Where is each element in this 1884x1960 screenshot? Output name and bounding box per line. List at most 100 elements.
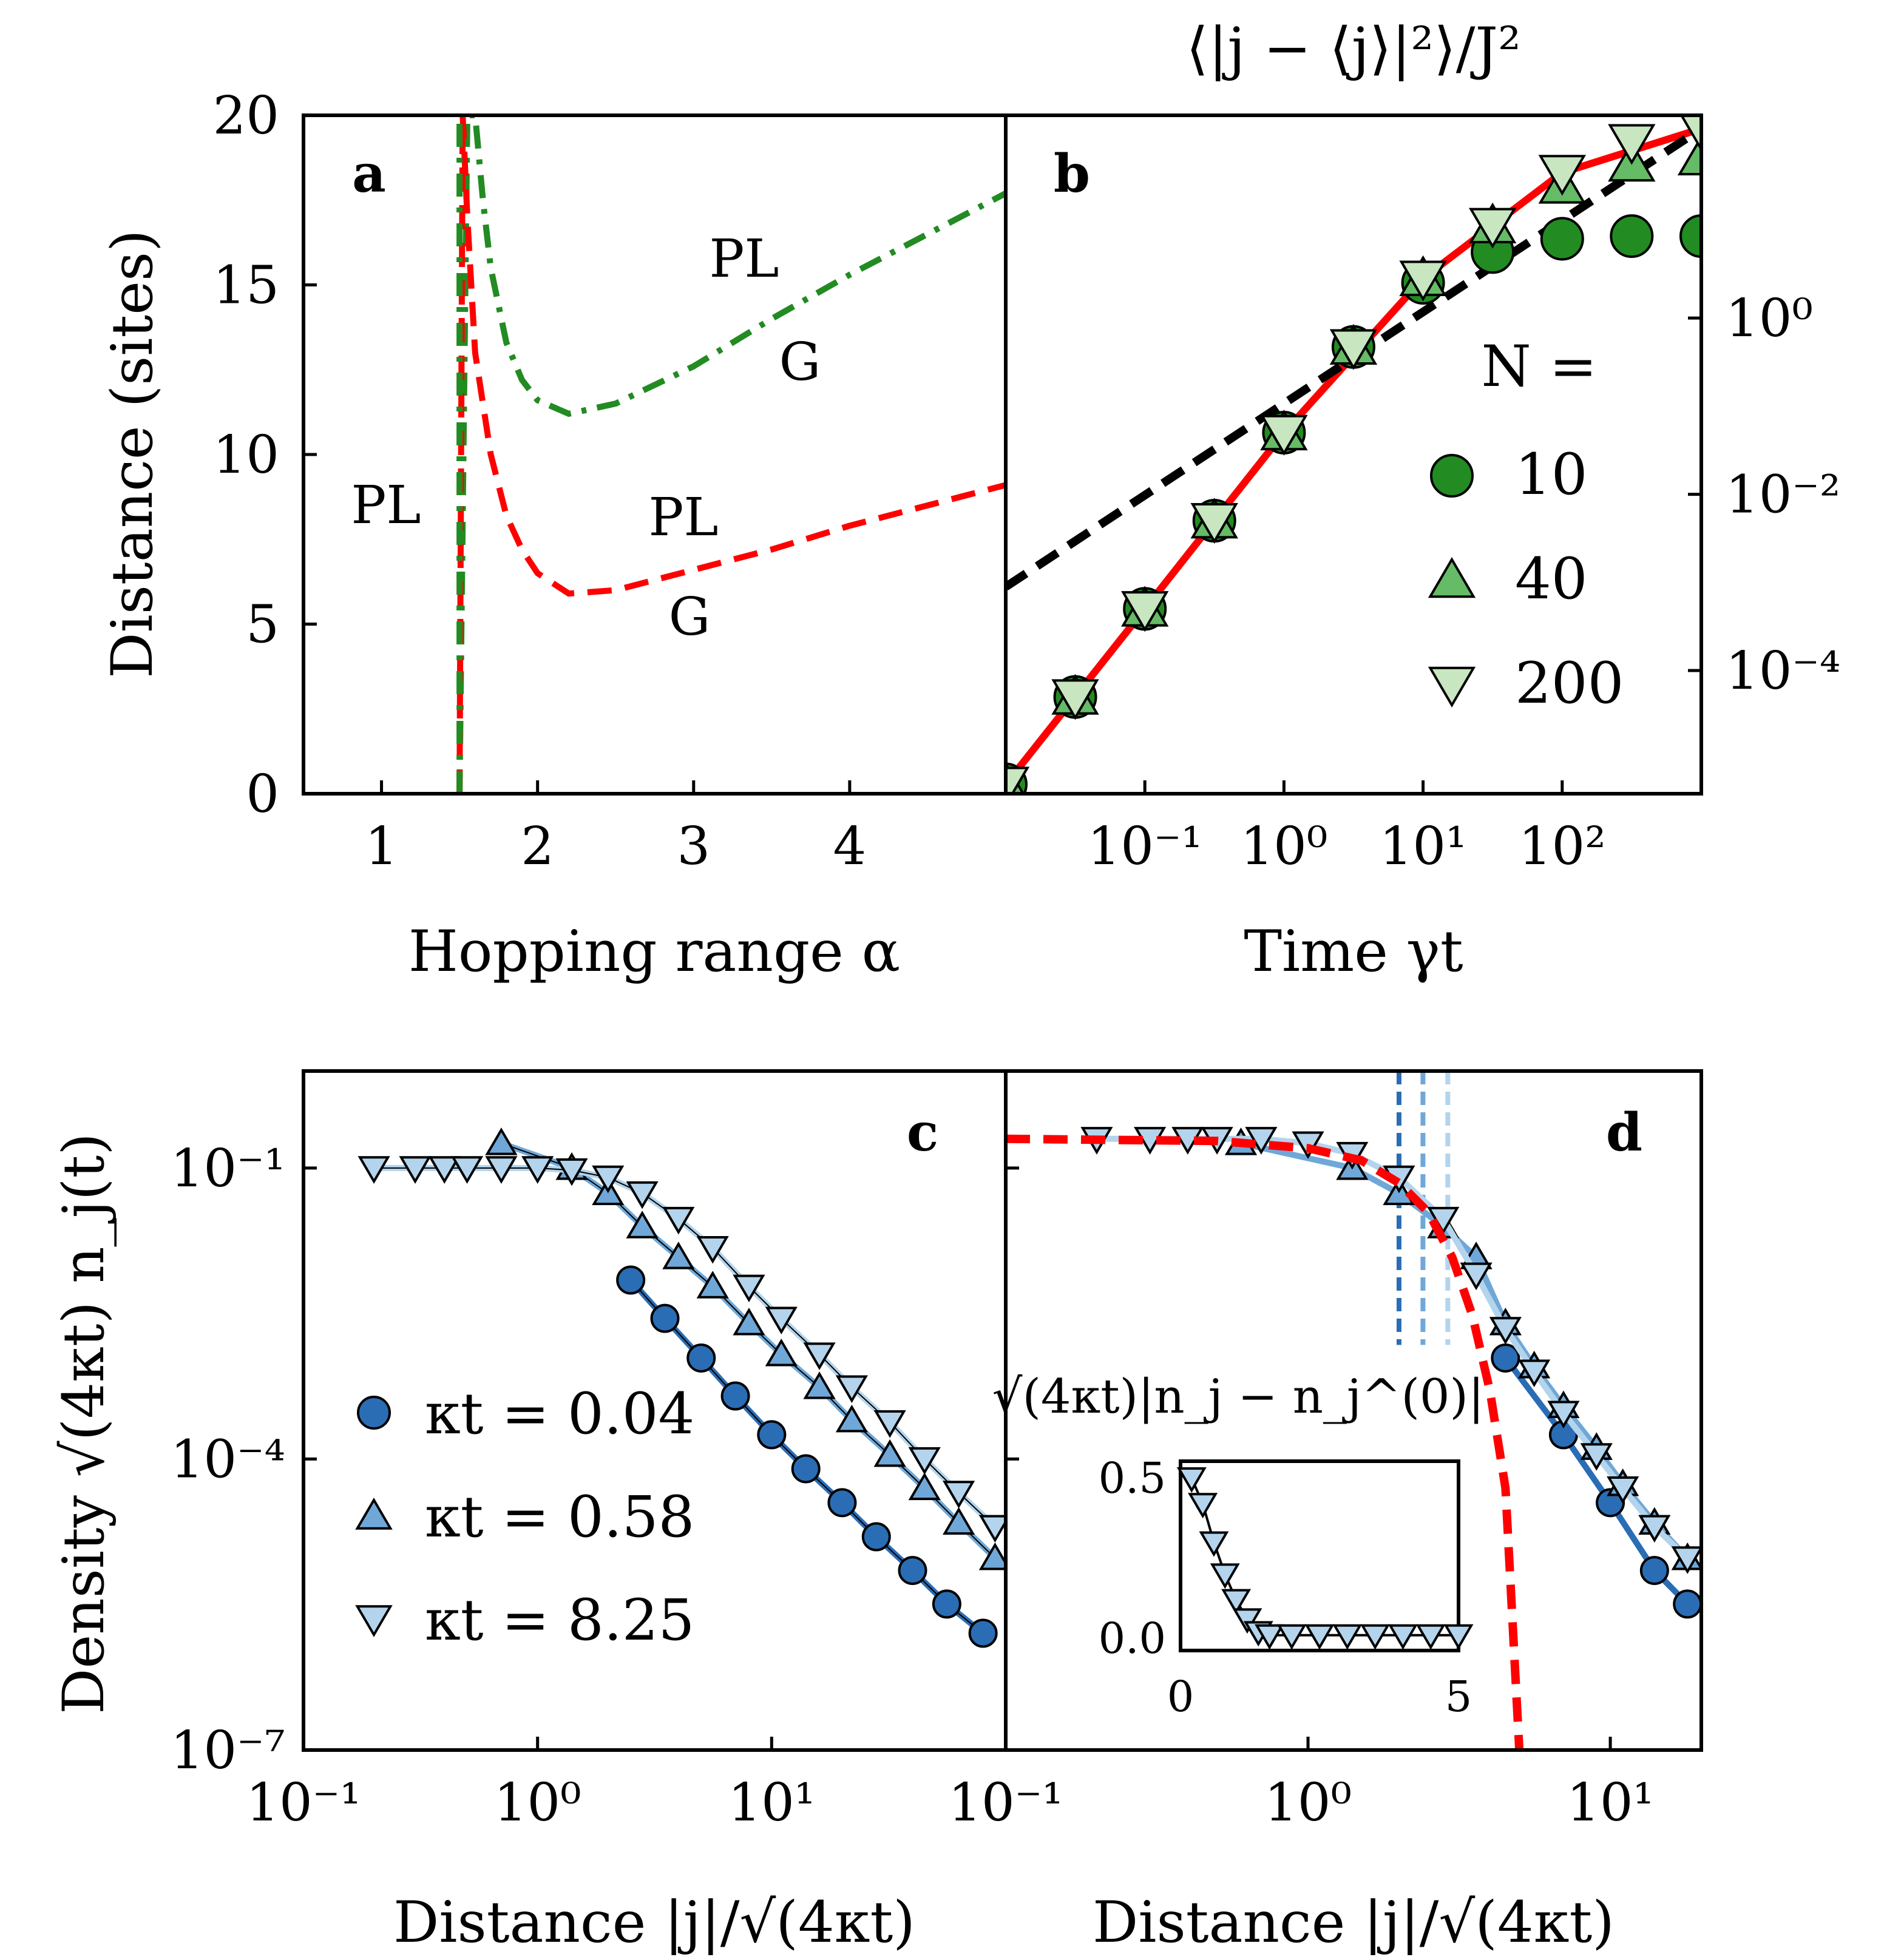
data-point xyxy=(1006,766,1030,794)
inset-data-point xyxy=(1232,1608,1262,1634)
legend-label: κt = 0.58 xyxy=(425,1484,694,1550)
data-point xyxy=(1608,124,1656,165)
data-point xyxy=(1491,1343,1520,1373)
data-point xyxy=(803,1342,836,1370)
y-axis-label-a: Distance (sites) xyxy=(100,229,166,678)
data-point xyxy=(399,1156,432,1184)
x-axis-label-d: Distance |j|/√(4κt) xyxy=(1093,1890,1615,1956)
x-tick-label-a: 4 xyxy=(833,816,867,877)
inset-data-point xyxy=(1443,1624,1474,1650)
y-tick-label-a: 0 xyxy=(246,764,279,825)
inset-data-point xyxy=(1332,1624,1363,1650)
y-tick-label-c: 10⁻¹ xyxy=(171,1138,285,1199)
panel-a: 1 2 3 4 0 5 10 15 20 Hopping range α Distance (sit… xyxy=(100,86,1008,985)
data-point xyxy=(1260,414,1308,456)
data-point xyxy=(686,1343,716,1373)
panel-label-c: c xyxy=(907,1102,938,1163)
annotation-pl: PL xyxy=(351,475,421,536)
data-point xyxy=(485,1127,518,1155)
data-point xyxy=(626,1181,659,1209)
data-point xyxy=(1121,591,1169,632)
x-axis-label-c: Distance |j|/√(4κt) xyxy=(393,1890,915,1956)
data-point xyxy=(1460,1262,1493,1291)
annotation-g: G xyxy=(779,332,821,393)
inset-data-point xyxy=(1388,1624,1418,1650)
data-point xyxy=(1671,1546,1701,1574)
inset-x-tick-label: 5 xyxy=(1445,1672,1472,1722)
data-point xyxy=(720,1381,750,1411)
data-point xyxy=(733,1274,765,1303)
legend-label: 40 xyxy=(1515,546,1588,612)
data-point xyxy=(1677,134,1701,176)
data-point xyxy=(1638,1515,1671,1543)
panel-b: 10⁻¹ 10⁰ 10¹ 10² 10⁰ 10⁻² 10⁻⁴ Time γt ⟨|j − ⟨j⟩… xyxy=(1004,16,1840,985)
data-point xyxy=(1679,115,1701,152)
data-point xyxy=(1540,217,1584,261)
y-tick-label-c: 10⁻⁴ xyxy=(171,1429,285,1490)
y-axis-label-c: Density √(4κt) n_j(t) xyxy=(51,1133,117,1714)
data-point xyxy=(1580,1443,1613,1471)
data-point xyxy=(1639,1556,1669,1586)
y-tick-label-c: 10⁻⁷ xyxy=(171,1720,285,1781)
x-tick-label-d: 10⁰ xyxy=(1264,1772,1352,1833)
inset-y-axis-label: √(4κt)|n_j − n_j^(0)| xyxy=(992,1370,1484,1424)
x-tick-label-a: 1 xyxy=(365,816,398,877)
plot-area-c xyxy=(357,1127,1006,1648)
data-point xyxy=(450,1156,484,1184)
data-point xyxy=(485,1156,518,1184)
x-tick-label-b: 10⁰ xyxy=(1240,816,1327,877)
data-point xyxy=(1679,214,1701,259)
data-point xyxy=(1673,1589,1701,1619)
data-point xyxy=(1190,502,1238,544)
legend-label: κt = 8.25 xyxy=(425,1587,694,1654)
data-point xyxy=(616,1265,646,1295)
x-axis-label-a: Hopping range α xyxy=(408,919,900,985)
data-point xyxy=(521,1156,554,1184)
data-point xyxy=(835,1404,868,1433)
annotation-pl: PL xyxy=(710,229,779,289)
x-tick-label-d: 10¹ xyxy=(1567,1772,1654,1833)
series-line xyxy=(456,115,1006,794)
data-point xyxy=(861,1522,891,1552)
inset-y-tick-label: 0.5 xyxy=(1099,1453,1166,1503)
series-line xyxy=(1006,1134,1524,1750)
data-point xyxy=(662,1206,695,1235)
data-point xyxy=(1607,1476,1639,1504)
plot-area-a xyxy=(456,115,1006,794)
data-point xyxy=(1538,155,1586,196)
data-point xyxy=(1329,329,1378,370)
chart-title-b: ⟨|j − ⟨j⟩|²⟩/J² xyxy=(1186,16,1521,82)
legend-marker xyxy=(1430,454,1474,498)
x-tick-label-b: 10¹ xyxy=(1380,816,1467,877)
inset-data-point xyxy=(1304,1624,1335,1650)
data-point xyxy=(555,1158,588,1186)
y-tick-label-a: 10 xyxy=(213,425,279,485)
legend-label: 200 xyxy=(1515,651,1624,717)
inset-y-tick-label: 0.0 xyxy=(1099,1614,1166,1663)
x-tick-label-a: 2 xyxy=(521,816,554,877)
data-point xyxy=(1399,260,1447,302)
data-point xyxy=(696,1235,729,1264)
legend-label: κt = 0.04 xyxy=(425,1381,694,1447)
axes-frame-d xyxy=(1004,1069,1703,1752)
inset-data-point xyxy=(1415,1624,1446,1650)
data-point xyxy=(908,1472,941,1501)
data-point xyxy=(943,1481,975,1509)
panel-label-b: b xyxy=(1054,143,1090,204)
data-point xyxy=(1468,208,1517,249)
data-point xyxy=(696,1271,729,1299)
x-tick-label-c: 10⁻¹ xyxy=(246,1772,361,1833)
inset-data-point xyxy=(1221,1589,1252,1615)
data-point xyxy=(650,1303,680,1333)
data-point xyxy=(357,1156,390,1184)
data-point xyxy=(1610,214,1654,259)
legend-marker xyxy=(355,1605,393,1637)
y-tick-label-a: 20 xyxy=(213,86,279,146)
series-line xyxy=(456,115,1006,794)
inset-data-point xyxy=(1255,1624,1285,1650)
data-point xyxy=(978,1515,1006,1543)
data-point xyxy=(1547,1401,1580,1429)
data-point xyxy=(765,1306,798,1335)
annotation-pl: PL xyxy=(649,487,719,548)
inset-data-point xyxy=(1276,1624,1307,1650)
